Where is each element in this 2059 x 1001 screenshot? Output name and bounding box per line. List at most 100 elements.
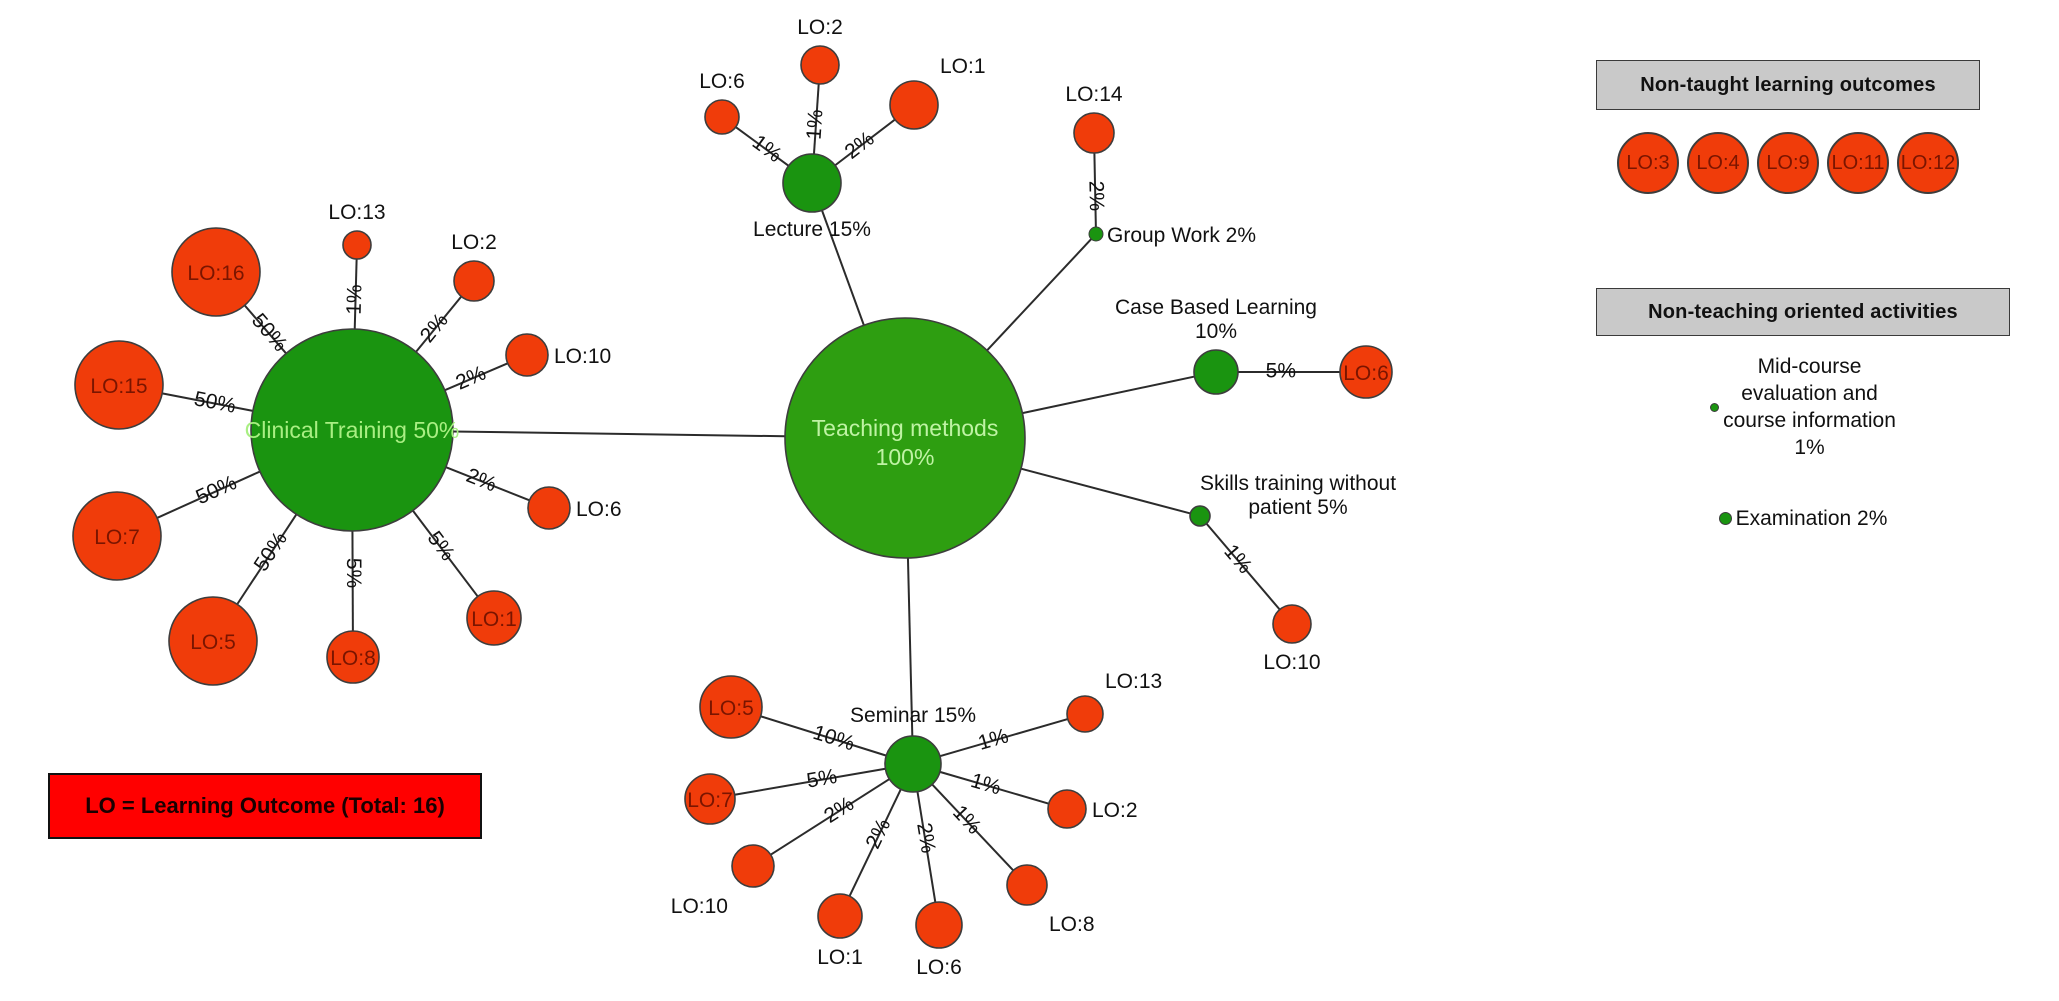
edge-weight-label: 2% xyxy=(820,792,858,828)
graph-edge xyxy=(162,392,254,412)
graph-edge xyxy=(353,258,358,330)
legend-non-teaching: Non-teaching oriented activities Mid-cou… xyxy=(1596,288,2010,532)
graph-node-ct-lo7[interactable] xyxy=(72,491,162,581)
non-taught-outcome-node[interactable]: LO:12 xyxy=(1897,132,1959,194)
graph-node-sem-lo1[interactable] xyxy=(817,893,863,939)
graph-node-teaching-methods[interactable] xyxy=(784,317,1026,559)
label-lecture: Lecture 15% xyxy=(753,218,871,241)
graph-edge xyxy=(939,718,1068,758)
label-group-work: Group Work 2% xyxy=(1107,224,1256,247)
graph-edge xyxy=(412,509,479,598)
non-taught-outcome-label: LO:4 xyxy=(1696,151,1740,174)
non-taught-outcome-node[interactable]: LO:4 xyxy=(1687,132,1749,194)
edge-weight-label: 1% xyxy=(968,769,1004,800)
edge-weight-label: 5% xyxy=(342,558,365,588)
graph-node-ct-lo6[interactable] xyxy=(527,486,571,530)
graph-node-gw-lo14[interactable] xyxy=(1073,112,1115,154)
graph-edge xyxy=(236,513,298,605)
label-stwp-lo10: LO:10 xyxy=(1263,651,1320,674)
graph-node-ct-lo16[interactable] xyxy=(171,227,261,317)
graph-node-sem-lo6[interactable] xyxy=(915,901,963,949)
graph-node-sem-lo8[interactable] xyxy=(1006,864,1048,906)
graph-node-sem-lo2[interactable] xyxy=(1047,789,1087,829)
non-taught-outcome-node[interactable]: LO:3 xyxy=(1617,132,1679,194)
activity-dot-icon xyxy=(1718,512,1732,526)
label-ct-lo6: LO:6 xyxy=(576,498,622,521)
label-sem-lo13: LO:13 xyxy=(1105,670,1162,693)
graph-edge xyxy=(452,430,786,438)
graph-edge xyxy=(445,466,530,502)
lo-key-text: LO = Learning Outcome (Total: 16) xyxy=(85,793,445,818)
non-taught-outcome-label: LO:3 xyxy=(1626,151,1670,174)
graph-edge xyxy=(986,238,1092,352)
graph-node-ct-lo13[interactable] xyxy=(342,230,372,260)
graph-node-lec-lo6[interactable] xyxy=(704,99,740,135)
graph-node-ct-lo2[interactable] xyxy=(453,260,495,302)
edge-weight-label: 5% xyxy=(805,765,839,793)
label-gw-lo14: LO:14 xyxy=(1065,83,1123,106)
graph-edge xyxy=(734,767,886,796)
graph-node-lec-lo1[interactable] xyxy=(889,80,939,130)
graph-node-stwp-lo10[interactable] xyxy=(1272,604,1312,644)
graph-node-sem-lo10[interactable] xyxy=(731,844,775,888)
graph-edge xyxy=(444,362,509,392)
graph-node-lecture[interactable] xyxy=(782,153,842,213)
graph-node-skills-training-without-patient[interactable] xyxy=(1189,505,1211,527)
edge-weight-label: 1% xyxy=(976,724,1012,755)
legend-non-taught-title: Non-taught learning outcomes xyxy=(1640,73,1936,96)
label-lec-lo1: LO:1 xyxy=(940,55,986,78)
graph-node-group-work[interactable] xyxy=(1088,226,1104,242)
edge-weight-label: 2% xyxy=(1084,181,1108,212)
graph-node-seminar[interactable] xyxy=(884,735,942,793)
graph-edge xyxy=(916,791,937,903)
non-taught-outcome-node[interactable]: LO:9 xyxy=(1757,132,1819,194)
edge-weight-label: 5% xyxy=(1266,360,1296,383)
label-sem-lo6: LO:6 xyxy=(916,956,962,979)
label-ct-lo13: LO:13 xyxy=(328,201,385,224)
legend-non-taught-header: Non-taught learning outcomes xyxy=(1596,60,1980,110)
graph-node-sem-lo5[interactable] xyxy=(699,675,763,739)
graph-node-clinical-training[interactable] xyxy=(250,328,454,532)
non-teaching-activity-item: Examination 2% xyxy=(1596,506,2010,533)
activity-label-line: evaluation and xyxy=(1741,381,1878,405)
activity-dot-icon xyxy=(1710,403,1720,413)
graph-edge xyxy=(834,118,896,167)
activity-label-line: Examination 2% xyxy=(1735,506,1888,530)
activity-label-line: course information xyxy=(1723,408,1896,432)
graph-edge xyxy=(812,83,820,155)
legend-non-taught: Non-taught learning outcomes LO:3 LO:4 LO:… xyxy=(1596,60,1980,194)
graph-node-ct-lo5[interactable] xyxy=(168,596,258,686)
label-teaching-methods: Teaching methods xyxy=(812,415,999,441)
label-clinical-training: Clinical Training 50% xyxy=(245,417,460,443)
graph-edge xyxy=(939,770,1050,805)
graph-node-cbl-lo6[interactable] xyxy=(1339,345,1393,399)
label-seminar: Seminar 15% xyxy=(850,704,976,727)
label-case-based-learning-value: 10% xyxy=(1195,320,1237,343)
label-ct-lo2: LO:2 xyxy=(451,231,497,254)
edges-layer xyxy=(156,83,1340,903)
label-cbl-lo6: LO:6 xyxy=(1343,362,1389,385)
edge-weight-label: 2% xyxy=(861,815,895,852)
graph-node-ct-lo15[interactable] xyxy=(74,340,164,430)
graph-node-case-based-learning[interactable] xyxy=(1193,349,1239,395)
legend-non-teaching-title: Non-teaching oriented activities xyxy=(1648,300,1958,323)
graph-edge xyxy=(735,126,790,167)
graph-node-ct-lo10[interactable] xyxy=(505,333,549,377)
graph-node-sem-lo7[interactable] xyxy=(684,773,736,825)
label-lec-lo6: LO:6 xyxy=(699,70,745,93)
graph-node-sem-lo13[interactable] xyxy=(1066,695,1104,733)
nodes-layer xyxy=(72,45,1393,949)
graph-node-lec-lo2[interactable] xyxy=(800,45,840,85)
graph-node-ct-lo1[interactable] xyxy=(466,590,522,646)
edge-weight-label: 1% xyxy=(803,109,828,141)
edge-weight-label: 2% xyxy=(463,464,500,497)
graph-edge xyxy=(1205,522,1281,611)
non-taught-outcome-node[interactable]: LO:11 xyxy=(1827,132,1889,194)
legend-non-teaching-header: Non-teaching oriented activities xyxy=(1596,288,2010,336)
edge-weight-label: 50% xyxy=(250,528,292,576)
graph-node-ct-lo8[interactable] xyxy=(326,630,380,684)
legend-non-teaching-items: Mid-course evaluation and course informati… xyxy=(1596,354,2010,532)
non-teaching-activity-item: Mid-course evaluation and course informati… xyxy=(1596,354,2010,462)
non-taught-outcome-label: LO:11 xyxy=(1831,151,1885,174)
